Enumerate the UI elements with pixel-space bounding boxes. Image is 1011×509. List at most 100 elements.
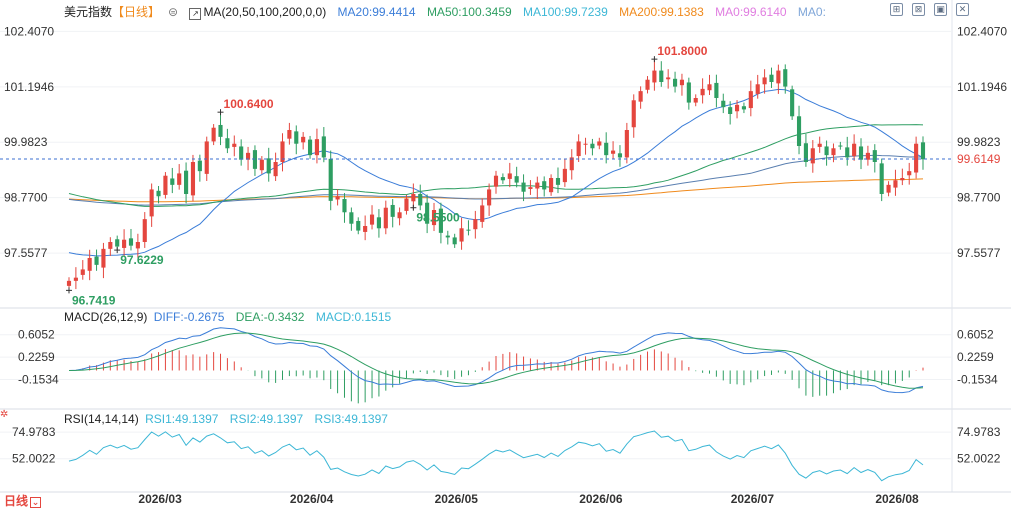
candle-body (115, 239, 120, 247)
candle-body (376, 217, 381, 229)
candle-body (555, 178, 561, 185)
candle-body (356, 220, 361, 231)
candle-body (604, 142, 609, 156)
candle (865, 145, 870, 166)
zoom-icon[interactable]: ⊠ (912, 3, 925, 16)
candle (920, 136, 926, 170)
ma0-value-b: MA0: (797, 5, 826, 19)
current-price-label: 99.6149 (957, 152, 1001, 166)
candle (445, 230, 450, 245)
candle-body (638, 91, 643, 102)
period-tab[interactable]: 日线 ⌄ (4, 492, 42, 509)
candle (307, 135, 313, 159)
candle-body (466, 229, 471, 231)
candle (693, 94, 698, 107)
candle (438, 202, 443, 244)
rsi2-value: RSI2:49.1397 (229, 412, 304, 426)
candle-body (672, 78, 678, 87)
x-tick-label: 2026/03 (138, 492, 182, 506)
candle (383, 200, 388, 235)
crosshair-icon[interactable]: ⊞ (890, 3, 903, 16)
y-tick-label-left: 102.4070 (4, 24, 54, 38)
candle (170, 167, 175, 194)
candle (783, 64, 788, 94)
candle-body (817, 143, 822, 147)
x-tick-label: 2026/05 (435, 492, 479, 506)
macd-tick-right: 0.2259 (957, 350, 994, 364)
candle (562, 159, 567, 187)
candle-body (824, 146, 829, 156)
candle (225, 128, 230, 154)
instrument-name: 美元指数 (64, 5, 113, 19)
ma200-value: MA200:99.1383 (619, 5, 704, 19)
candle (128, 228, 134, 251)
candle (817, 136, 822, 153)
candle-body (80, 269, 85, 275)
candle-body (101, 248, 106, 268)
rsi-legend: RSI(14,14,14) RSI1:49.1397 RSI2:49.1397 … (64, 412, 396, 426)
candle-body (342, 199, 347, 213)
candle-body (659, 70, 664, 82)
x-tick-label: 2026/07 (731, 492, 775, 506)
candle-body (679, 79, 685, 86)
candle-body (858, 146, 864, 160)
candle (555, 167, 561, 194)
candle (94, 249, 99, 271)
candle (363, 215, 368, 241)
candle (431, 202, 437, 232)
y-tick-label-right: 102.4070 (957, 24, 1007, 38)
ma-toggle-icon[interactable]: ↗ (189, 8, 202, 20)
macd-tick-right: -0.1534 (957, 373, 998, 387)
candle-body (280, 141, 285, 162)
macd-tick-left: 0.2259 (18, 350, 55, 364)
candle-body (493, 175, 499, 187)
candle-body (211, 127, 216, 142)
candle (734, 100, 740, 119)
candle (376, 209, 381, 238)
candle-body (652, 70, 657, 83)
rsi-tick-right: 74.9783 (957, 425, 1001, 439)
candle (700, 78, 705, 104)
candle (135, 233, 140, 258)
candle-body (266, 158, 271, 174)
candle-body (714, 82, 719, 98)
candle-body (184, 170, 189, 194)
candle-body (617, 153, 623, 158)
candle-body (748, 91, 753, 109)
close-icon[interactable]: ✕ (956, 3, 969, 16)
candle-body (307, 139, 313, 156)
candle-body (535, 182, 540, 189)
period-label[interactable]: 【日线】 (112, 5, 161, 19)
candle-body (645, 79, 650, 90)
settings-icon[interactable]: ⊜ (168, 5, 179, 19)
macd-dea: DEA:-0.3432 (235, 310, 305, 324)
candle-body (418, 194, 423, 206)
y-tick-label-right: 98.7700 (957, 191, 1001, 205)
candle (521, 174, 526, 202)
candle-body (232, 143, 237, 147)
candle (845, 136, 850, 166)
candle-body (369, 214, 375, 225)
candle (273, 152, 278, 181)
candle-body (796, 116, 802, 146)
indicator-gear-icon[interactable]: ✲ (0, 409, 9, 420)
candle-body (245, 152, 251, 160)
candle-body (879, 163, 884, 194)
candle-body (886, 184, 891, 193)
candle (314, 128, 320, 164)
candle-body (149, 189, 154, 217)
fullscreen-icon[interactable]: ▣ (934, 3, 947, 16)
candle-body (438, 208, 443, 233)
candle (404, 194, 409, 215)
candle (190, 154, 196, 202)
rsi-tick-left: 52.0022 (12, 452, 56, 466)
price-annotation: 97.6229 (120, 253, 164, 267)
candle (624, 122, 629, 164)
rsi-tick-left: 74.9783 (12, 425, 56, 439)
candle-body (87, 258, 92, 271)
candle (211, 124, 216, 146)
rsi-tick-right: 52.0022 (957, 452, 1001, 466)
candle (879, 158, 884, 202)
candle-body (666, 77, 671, 80)
